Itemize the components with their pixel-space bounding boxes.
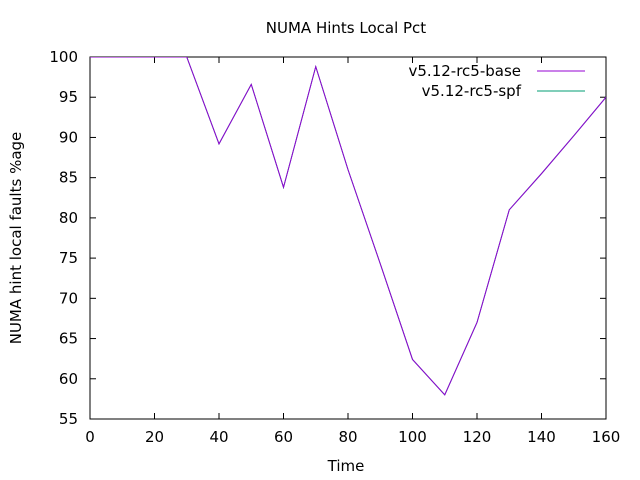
chart-title: NUMA Hints Local Pct [266,19,427,37]
x-axis-label: Time [327,457,365,475]
x-tick-label: 160 [592,428,621,446]
x-tick-label: 0 [85,428,95,446]
y-tick-label: 60 [59,370,78,388]
y-tick-label: 95 [59,88,78,106]
axis-ticks: 0 20 40 60 80 100 120 140 160 55 60 65 70 75 80 85 90 95 1… [49,48,620,446]
y-tick-label: 75 [59,249,78,267]
y-tick-label: 90 [59,128,78,146]
x-tick-label: 20 [145,428,164,446]
y-tick-label: 55 [59,410,78,428]
y-axis-label: NUMA hint local faults %age [7,132,25,345]
y-tick-label: 100 [49,48,78,66]
legend-label-0: v5.12-rc5-base [409,62,522,80]
x-tick-label: 120 [463,428,492,446]
series-line-0 [90,57,606,396]
legend-label-1: v5.12-rc5-spf [422,82,522,100]
series-line-1 [90,57,606,396]
y-tick-label: 80 [59,209,78,227]
x-tick-label: 80 [338,428,357,446]
y-tick-label: 65 [59,330,78,348]
y-tick-label: 70 [59,289,78,307]
x-tick-label: 140 [527,428,556,446]
x-tick-label: 40 [209,428,228,446]
plot-lines [90,57,606,396]
x-tick-label: 100 [398,428,427,446]
plot-frame [89,56,607,420]
y-tick-label: 85 [59,169,78,187]
x-tick-label: 60 [274,428,293,446]
legend: v5.12-rc5-base v5.12-rc5-spf [409,62,585,100]
